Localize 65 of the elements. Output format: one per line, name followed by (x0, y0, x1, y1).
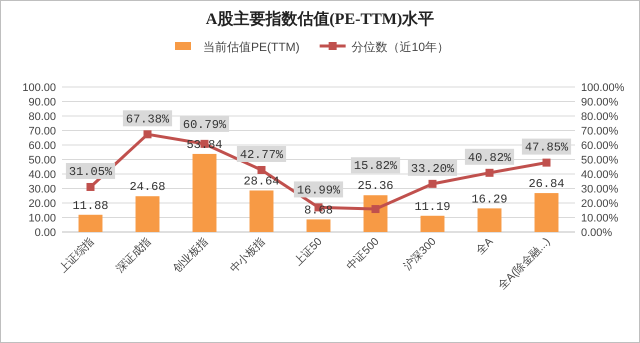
y2-tick-label: 90.00% (581, 96, 619, 108)
y2-tick-label: 10.00% (581, 212, 619, 224)
y-tick-label: 30.00 (28, 184, 56, 196)
data-label: 26.84 (528, 177, 565, 192)
y2-tick-label: 60.00% (581, 140, 619, 152)
data-label: 40.82% (468, 150, 512, 165)
y2-tick-label: 50.00% (581, 154, 619, 166)
data-label: 31.05% (68, 164, 113, 179)
x-tick-label: 上证综指 (56, 234, 97, 276)
bar (136, 196, 160, 232)
bar (534, 193, 558, 232)
data-label: 16.29 (471, 192, 508, 206)
point (372, 205, 380, 214)
data-label: 33.20% (410, 162, 455, 176)
bar (192, 154, 216, 232)
data-label: 11.19 (414, 200, 451, 214)
y-tick-label: 10.00 (28, 212, 56, 224)
data-label: 11.88 (72, 198, 109, 213)
y-tick-label: 60.00 (28, 140, 56, 152)
y2-tick-label: 30.00% (581, 184, 619, 196)
x-tick-label: 中小板指 (227, 234, 268, 276)
x-tick-label: 创业板指 (170, 234, 211, 276)
y-tick-label: 80.00 (28, 111, 56, 123)
data-label: 16.99% (296, 183, 341, 198)
bar (78, 214, 102, 232)
data-label: 15.82% (354, 159, 398, 174)
x-tick-label: 中证500 (344, 234, 382, 273)
x-tick-label: 深证成指 (113, 234, 154, 276)
data-label: 24.68 (129, 180, 166, 194)
legend-label: 当前估值PE(TTM) (203, 40, 300, 54)
data-label: 60.79% (182, 118, 227, 132)
point (486, 168, 494, 177)
point (542, 158, 550, 167)
data-label: 25.36 (357, 179, 394, 194)
point (144, 130, 152, 138)
y-tick-label: 40.00 (28, 169, 56, 181)
data-label: 67.38% (126, 112, 170, 126)
y2-tick-label: 20.00% (581, 198, 619, 210)
y-tick-label: 0.00 (34, 227, 56, 239)
y-tick-label: 20.00 (28, 198, 56, 210)
data-label: 42.77% (240, 148, 284, 162)
x-tick-label: 沪深300 (400, 234, 439, 273)
bar (420, 216, 444, 232)
y2-tick-label: 70.00% (581, 126, 619, 138)
x-tick-label: 全A(除金融...) (496, 236, 553, 292)
point (86, 182, 94, 191)
y2-tick-label: 0.00% (581, 227, 612, 239)
y-tick-label: 70.00 (28, 126, 56, 138)
data-label: 47.85% (524, 140, 569, 155)
y-tick-label: 90.00 (28, 96, 56, 108)
x-tick-label: 全A (474, 235, 496, 258)
chart-title: A股主要指数估值(PE-TTM)水平 (206, 9, 434, 28)
data-label: 28.64 (243, 174, 280, 188)
bar (306, 219, 330, 232)
legend-label: 分位数（近10年） (352, 40, 450, 54)
y-tick-label: 50.00 (28, 154, 56, 166)
y2-tick-label: 40.00% (581, 169, 619, 181)
y2-tick-label: 80.00% (581, 111, 619, 123)
point (258, 166, 266, 174)
bar (478, 208, 502, 232)
y2-tick-label: 100.00% (581, 82, 625, 94)
x-tick-label: 上证50 (291, 234, 325, 268)
bar (250, 190, 274, 232)
y-tick-label: 100.00 (22, 82, 56, 94)
point (428, 180, 436, 188)
